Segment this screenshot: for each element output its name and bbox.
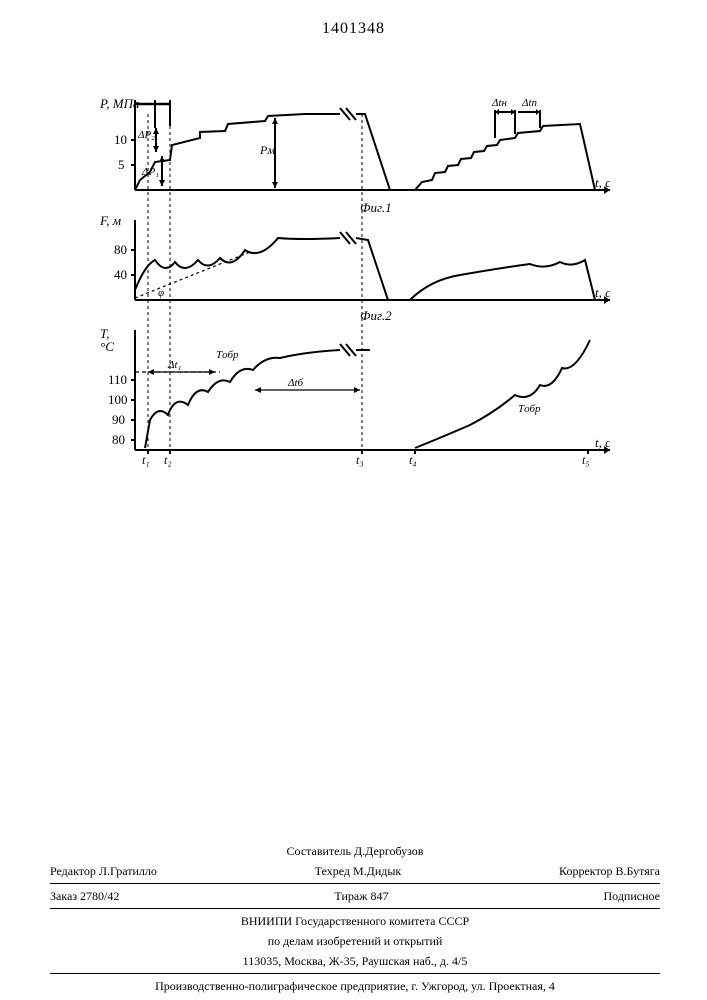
figures-svg: P, МПа 5 10 t, c ΔP₂ ΔP₁ Pм Δtн Δtn Фиг.… bbox=[100, 90, 610, 470]
fig3-t5: t₅ bbox=[582, 453, 590, 467]
footer-compiler: Составитель Д.Дергобузов bbox=[50, 842, 660, 860]
fig1-dtn: Δtн bbox=[491, 97, 508, 109]
fig3-ylabel2: °C bbox=[100, 339, 114, 354]
footer-techred: Техред М.Дидык bbox=[315, 862, 402, 880]
footer-subscription: Подписное bbox=[604, 887, 661, 905]
fig1-pm: Pм bbox=[259, 143, 275, 157]
footer-order: Заказ 2780/42 bbox=[50, 887, 119, 905]
fig1-dp2: ΔP₂ bbox=[137, 129, 155, 141]
fig2-phi: φ bbox=[158, 287, 164, 299]
fig3-tobr1: Tобр bbox=[216, 349, 239, 361]
footer-rule-2 bbox=[50, 908, 660, 909]
fig3-t4: t₄ bbox=[409, 453, 417, 467]
footer-address: 113035, Москва, Ж-35, Раушская наб., д. … bbox=[50, 952, 660, 970]
fig2-xlabel: t, c bbox=[595, 285, 610, 300]
fig1-dp1: ΔP₁ bbox=[141, 166, 159, 178]
footer-org1: ВНИИПИ Государственного комитета СССР bbox=[50, 912, 660, 930]
footer-printer: Производственно-полиграфическое предприя… bbox=[50, 977, 660, 995]
fig3-t1: t₁ bbox=[142, 453, 150, 467]
fig2-ytick-80: 80 bbox=[114, 242, 127, 257]
fig1-ytick-5: 5 bbox=[118, 157, 125, 172]
fig1-dtp: Δtn bbox=[521, 97, 538, 109]
footer-org2: по делам изобретений и открытий bbox=[50, 932, 660, 950]
footer-tirage: Тираж 847 bbox=[334, 887, 388, 905]
footer-rule-1 bbox=[50, 883, 660, 884]
fig2-caption: Фиг.2 bbox=[360, 308, 392, 323]
fig3-tobr2: Tобр bbox=[518, 403, 541, 415]
page-number: 1401348 bbox=[322, 20, 385, 38]
fig3-ytick-100: 100 bbox=[108, 392, 128, 407]
fig3-t3: t₃ bbox=[356, 453, 364, 467]
footer-rule-3 bbox=[50, 973, 660, 974]
fig3-ytick-90: 90 bbox=[112, 412, 125, 427]
fig1-ytick-10: 10 bbox=[114, 132, 127, 147]
figures-container: P, МПа 5 10 t, c ΔP₂ ΔP₁ Pм Δtн Δtn Фиг.… bbox=[100, 90, 610, 470]
footer-corrector: Корректор В.Бутяга bbox=[559, 862, 660, 880]
fig1-ylabel: P, МПа bbox=[100, 96, 140, 111]
fig3-dtb: Δtб bbox=[287, 377, 304, 389]
fig3-ytick-80: 80 bbox=[112, 432, 125, 447]
footer-editor: Редактор Л.Гратилло bbox=[50, 862, 157, 880]
fig2-ytick-40: 40 bbox=[114, 267, 127, 282]
fig3-ytick-110: 110 bbox=[108, 372, 127, 387]
fig3-xlabel: t, c bbox=[595, 435, 610, 450]
fig1-xlabel: t, c bbox=[595, 175, 610, 190]
footer: Составитель Д.Дергобузов Редактор Л.Грат… bbox=[50, 840, 660, 997]
fig1-caption: Фиг.1 bbox=[360, 200, 392, 215]
fig3-dt1: Δt₁ bbox=[167, 359, 182, 371]
fig3-t2: t₂ bbox=[164, 453, 172, 467]
fig2-ylabel: F, м bbox=[100, 213, 121, 228]
